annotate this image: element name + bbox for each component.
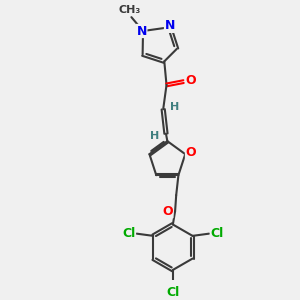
Text: O: O (185, 74, 196, 87)
Text: Cl: Cl (210, 227, 224, 240)
Text: N: N (164, 20, 175, 32)
Text: N: N (136, 25, 147, 38)
Text: Cl: Cl (166, 286, 179, 299)
Text: O: O (185, 146, 196, 159)
Text: CH₃: CH₃ (119, 5, 141, 15)
Text: H: H (170, 101, 179, 112)
Text: Cl: Cl (122, 227, 136, 240)
Text: H: H (150, 131, 160, 141)
Text: O: O (162, 205, 173, 218)
